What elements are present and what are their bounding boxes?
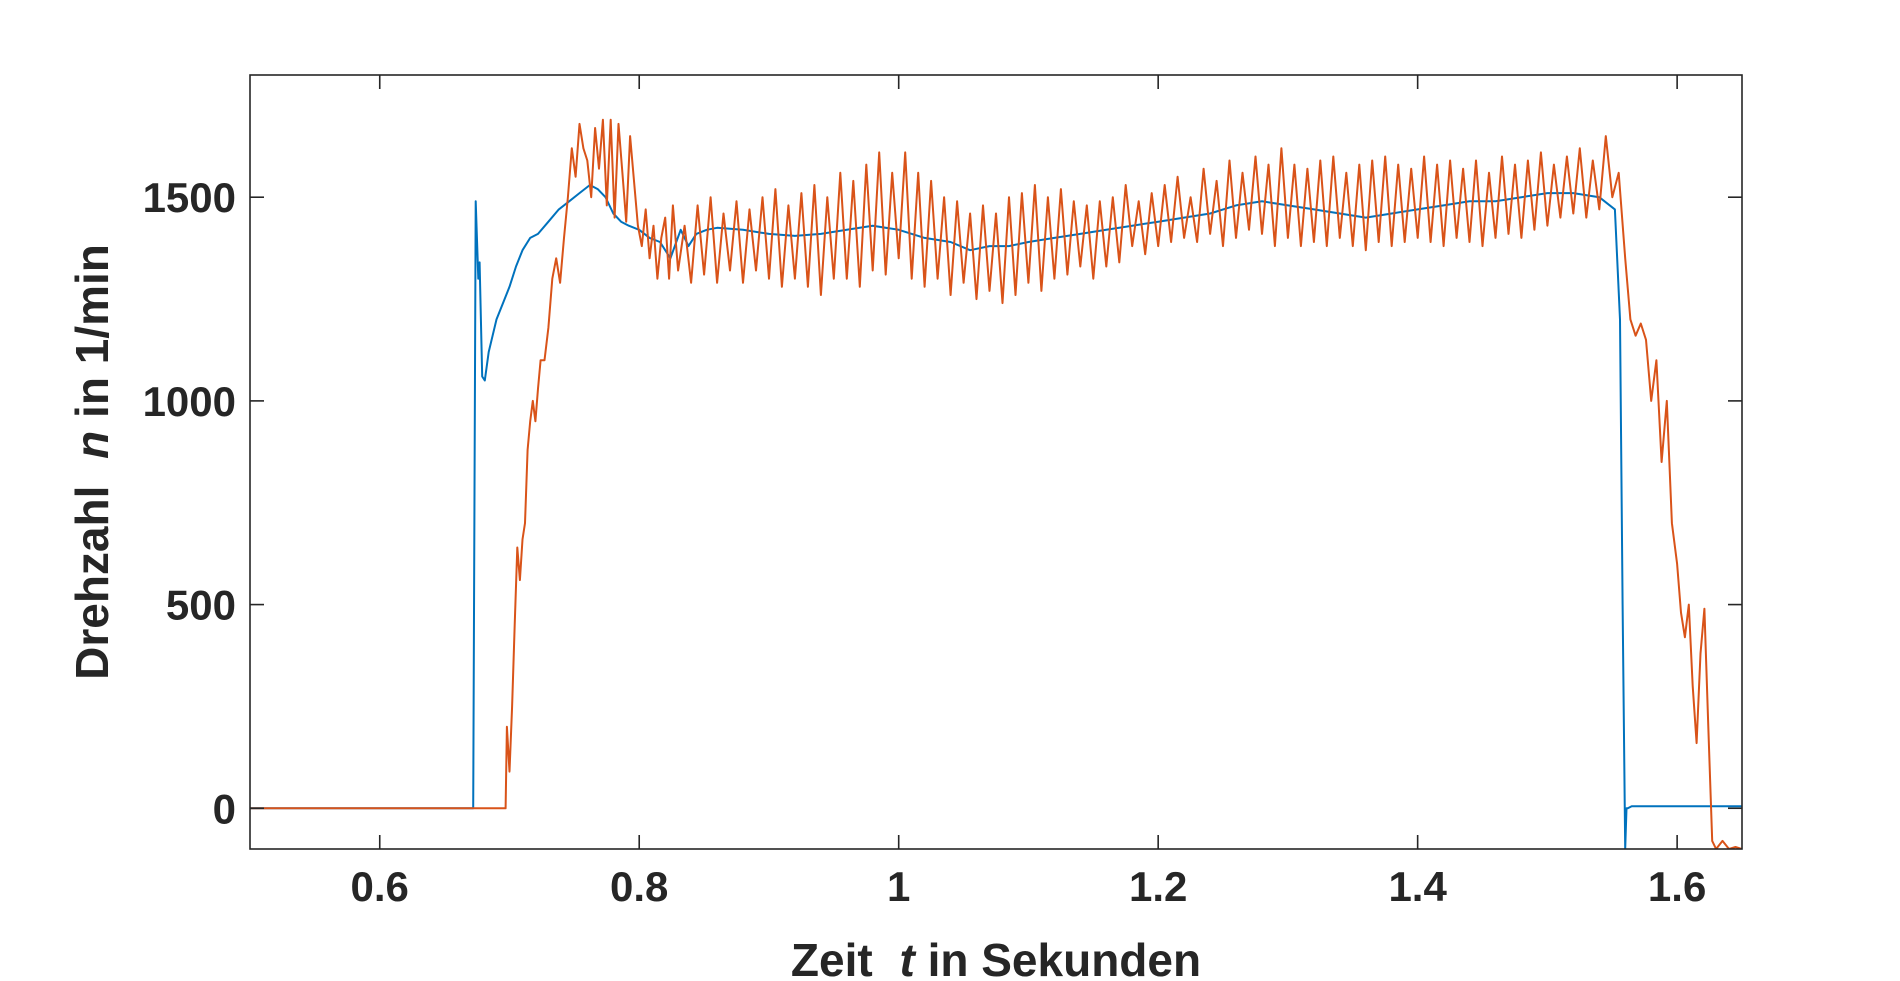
x-tick-label: 1.2 xyxy=(1129,863,1187,910)
x-tick-label: 1.6 xyxy=(1648,863,1706,910)
series-layer xyxy=(250,118,1742,849)
y-axis-label-prefix: Drehzahl xyxy=(66,473,118,680)
y-tick-label: 500 xyxy=(166,582,236,629)
tick-label-layer: 0.6 0.8 1 1.2 1.4 1.6 0 500 1000 1500 xyxy=(143,174,1707,910)
x-tick-label: 1 xyxy=(887,863,910,910)
plot-frame xyxy=(249,74,1743,850)
y-axis-label-suffix: in 1/min xyxy=(66,244,118,418)
x-axis-label: Zeit t in Sekunden xyxy=(791,934,1201,981)
x-tick-label: 1.4 xyxy=(1388,863,1447,910)
x-axis-label-symbol: t xyxy=(899,934,916,981)
x-tick-label: 0.6 xyxy=(351,863,409,910)
tick-layer xyxy=(250,75,1742,849)
y-axis-label: Drehzahl n in 1/min xyxy=(66,244,118,680)
x-axis-label-suffix: in Sekunden xyxy=(928,934,1201,981)
y-axis-label-symbol: n xyxy=(66,431,118,459)
series-line-1 xyxy=(250,184,1742,849)
y-tick-label: 1000 xyxy=(143,378,236,425)
series-line-2 xyxy=(250,118,1742,849)
y-tick-label: 1500 xyxy=(143,174,236,221)
y-tick-label: 0 xyxy=(213,785,236,832)
x-axis-label-prefix: Zeit xyxy=(791,934,886,981)
x-tick-label: 0.8 xyxy=(610,863,668,910)
